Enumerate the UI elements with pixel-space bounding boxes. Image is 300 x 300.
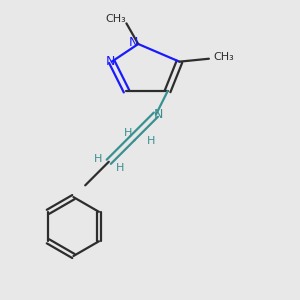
Text: H: H xyxy=(94,154,103,164)
Text: N: N xyxy=(154,108,164,121)
Text: N: N xyxy=(129,36,139,49)
Text: H: H xyxy=(147,136,156,146)
Text: H: H xyxy=(124,128,132,138)
Text: H: H xyxy=(116,163,125,173)
Text: N: N xyxy=(106,55,115,68)
Text: CH₃: CH₃ xyxy=(213,52,234,62)
Text: CH₃: CH₃ xyxy=(106,14,127,24)
